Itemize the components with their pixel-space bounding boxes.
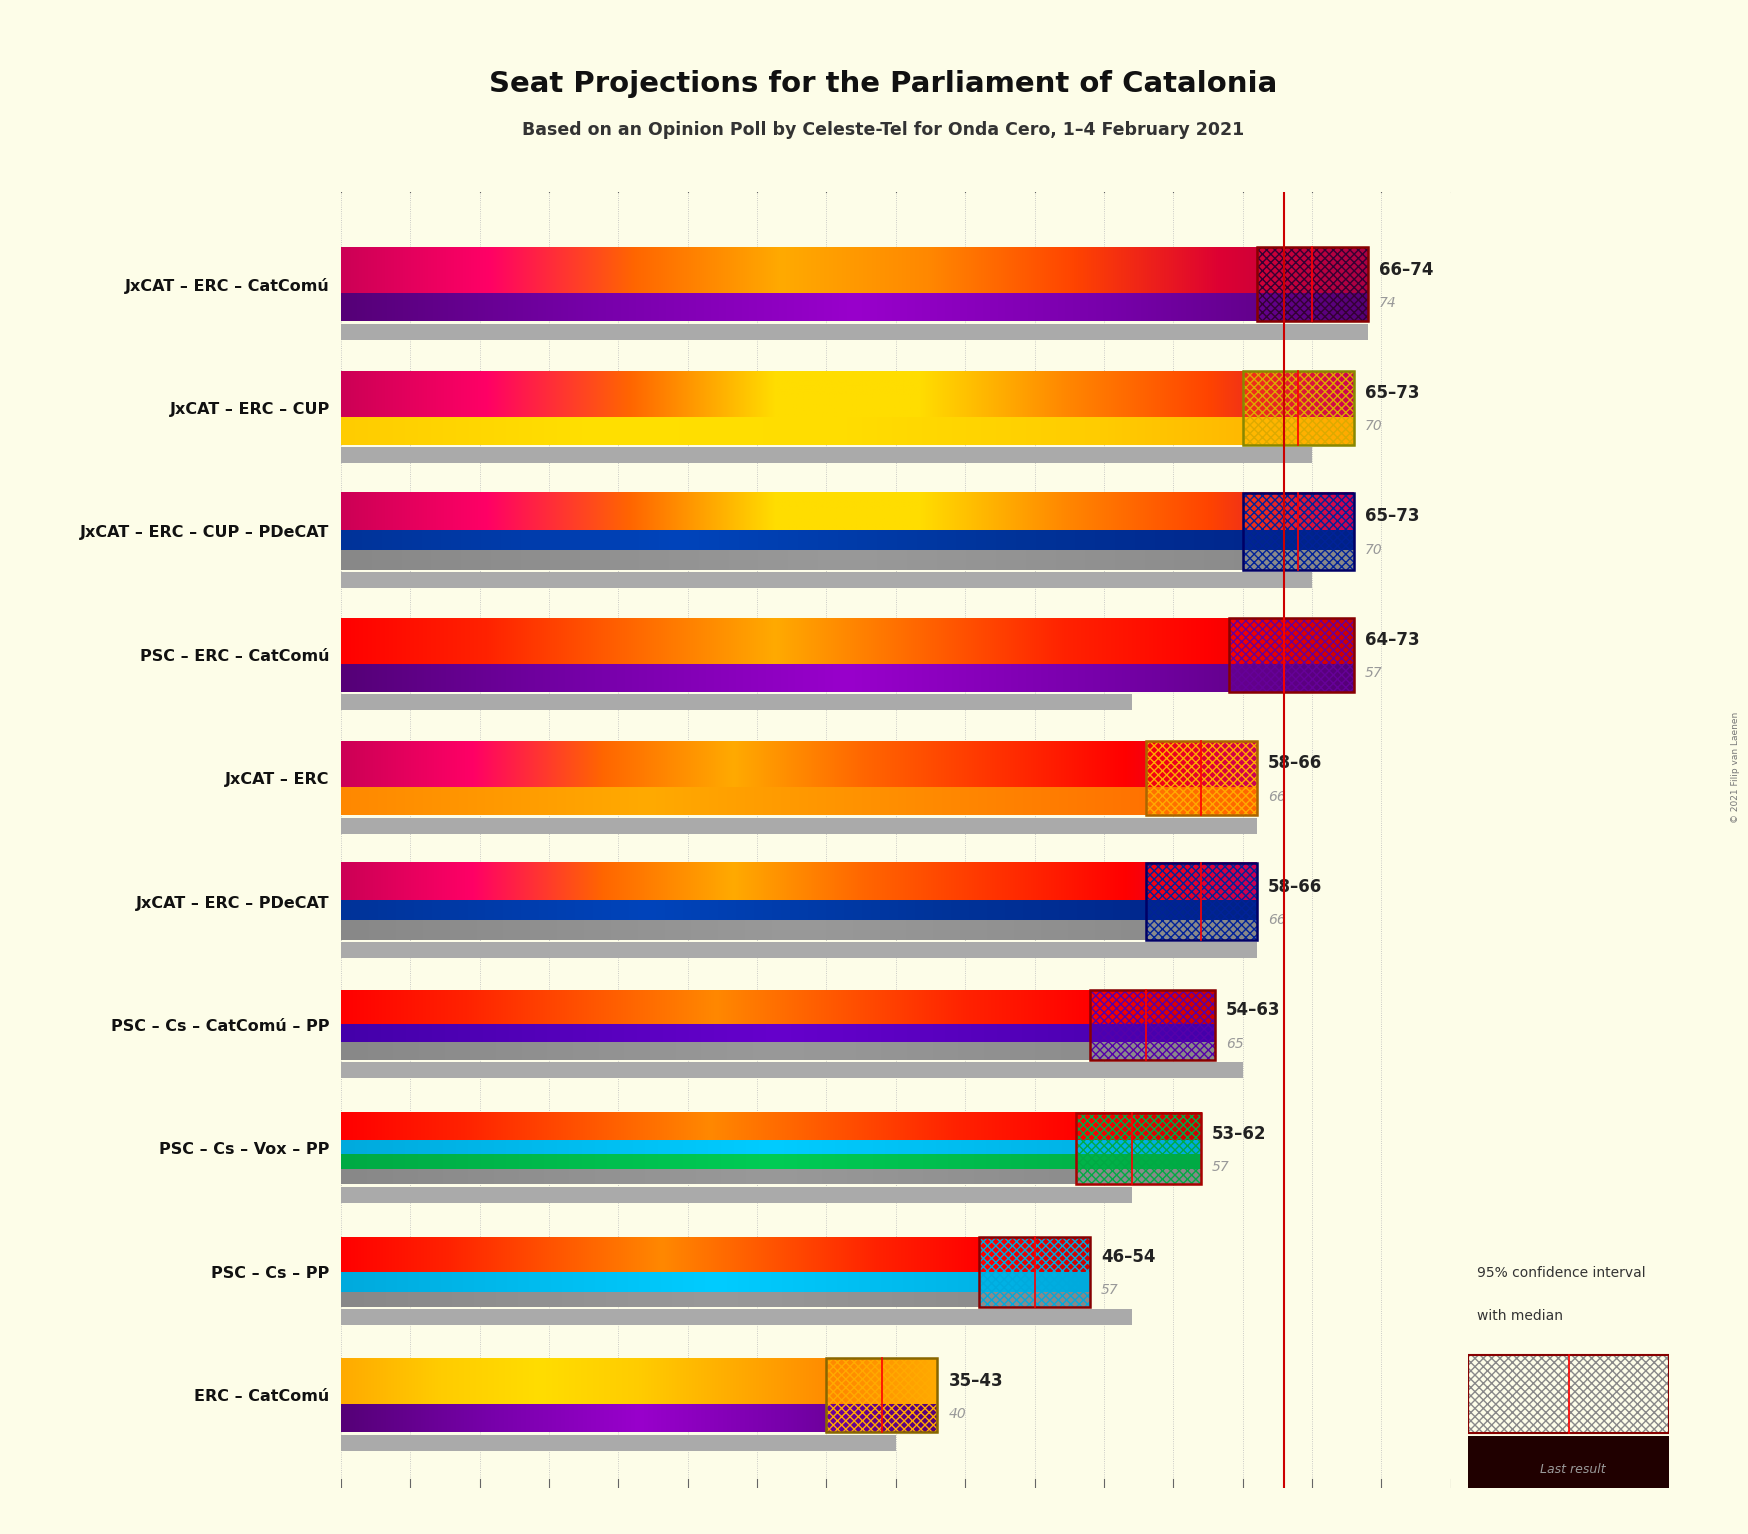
Bar bbox=[1468, 1355, 1669, 1433]
Text: 57: 57 bbox=[1365, 666, 1383, 680]
Bar bbox=[827, 1359, 937, 1433]
Bar bbox=[341, 448, 1313, 463]
Bar bbox=[1229, 618, 1353, 692]
Text: 40: 40 bbox=[949, 1407, 967, 1420]
Text: 57: 57 bbox=[1211, 1160, 1231, 1174]
Text: Based on an Opinion Poll by Celeste-Tel for Onda Cero, 1–4 February 2021: Based on an Opinion Poll by Celeste-Tel … bbox=[521, 121, 1245, 140]
Bar bbox=[1243, 492, 1353, 569]
Text: 54–63: 54–63 bbox=[1225, 1002, 1281, 1019]
Text: 64–73: 64–73 bbox=[1365, 630, 1419, 649]
Text: 70: 70 bbox=[1365, 543, 1383, 557]
Text: 95% confidence interval: 95% confidence interval bbox=[1477, 1266, 1645, 1279]
Text: 35–43: 35–43 bbox=[949, 1371, 1003, 1390]
Text: 65: 65 bbox=[1225, 1037, 1245, 1051]
Bar bbox=[979, 1238, 1091, 1307]
Text: 66: 66 bbox=[1267, 790, 1285, 804]
Bar bbox=[341, 1309, 1131, 1325]
Bar bbox=[1077, 1112, 1201, 1184]
Text: 70: 70 bbox=[1365, 419, 1383, 433]
Text: Seat Projections for the Parliament of Catalonia: Seat Projections for the Parliament of C… bbox=[489, 71, 1276, 98]
Bar bbox=[341, 324, 1367, 341]
Bar bbox=[1091, 991, 1215, 1060]
Bar bbox=[341, 695, 1131, 710]
Text: 58–66: 58–66 bbox=[1267, 877, 1321, 896]
Text: © 2021 Filip van Laenen: © 2021 Filip van Laenen bbox=[1731, 712, 1741, 822]
Text: 46–54: 46–54 bbox=[1101, 1249, 1155, 1266]
Bar bbox=[1229, 618, 1353, 692]
Bar bbox=[1257, 247, 1367, 322]
Bar bbox=[1468, 1436, 1669, 1488]
Bar bbox=[979, 1238, 1091, 1307]
Bar bbox=[1243, 492, 1353, 569]
Bar bbox=[341, 1187, 1131, 1203]
Bar bbox=[1257, 247, 1367, 322]
Text: 58–66: 58–66 bbox=[1267, 755, 1321, 772]
Text: 65–73: 65–73 bbox=[1365, 384, 1419, 402]
Bar bbox=[1468, 1355, 1669, 1433]
Bar bbox=[1145, 741, 1257, 815]
Bar bbox=[1091, 991, 1215, 1060]
Text: 66: 66 bbox=[1267, 913, 1285, 927]
Bar bbox=[827, 1359, 937, 1433]
Bar bbox=[1145, 864, 1257, 940]
Text: 53–62: 53–62 bbox=[1211, 1124, 1267, 1143]
Text: 66–74: 66–74 bbox=[1379, 261, 1433, 279]
Text: 65–73: 65–73 bbox=[1365, 508, 1419, 526]
Bar bbox=[341, 942, 1257, 959]
Bar bbox=[1145, 864, 1257, 940]
Bar bbox=[1243, 371, 1353, 445]
Text: 74: 74 bbox=[1379, 296, 1397, 310]
Bar bbox=[341, 818, 1257, 833]
Bar bbox=[341, 1434, 897, 1451]
Text: 57: 57 bbox=[1101, 1284, 1119, 1298]
Bar bbox=[341, 1062, 1243, 1078]
Text: with median: with median bbox=[1477, 1309, 1563, 1322]
Bar bbox=[1077, 1112, 1201, 1184]
Bar bbox=[1243, 371, 1353, 445]
Bar bbox=[341, 572, 1313, 588]
Text: Last result: Last result bbox=[1540, 1463, 1606, 1476]
Bar bbox=[1145, 741, 1257, 815]
